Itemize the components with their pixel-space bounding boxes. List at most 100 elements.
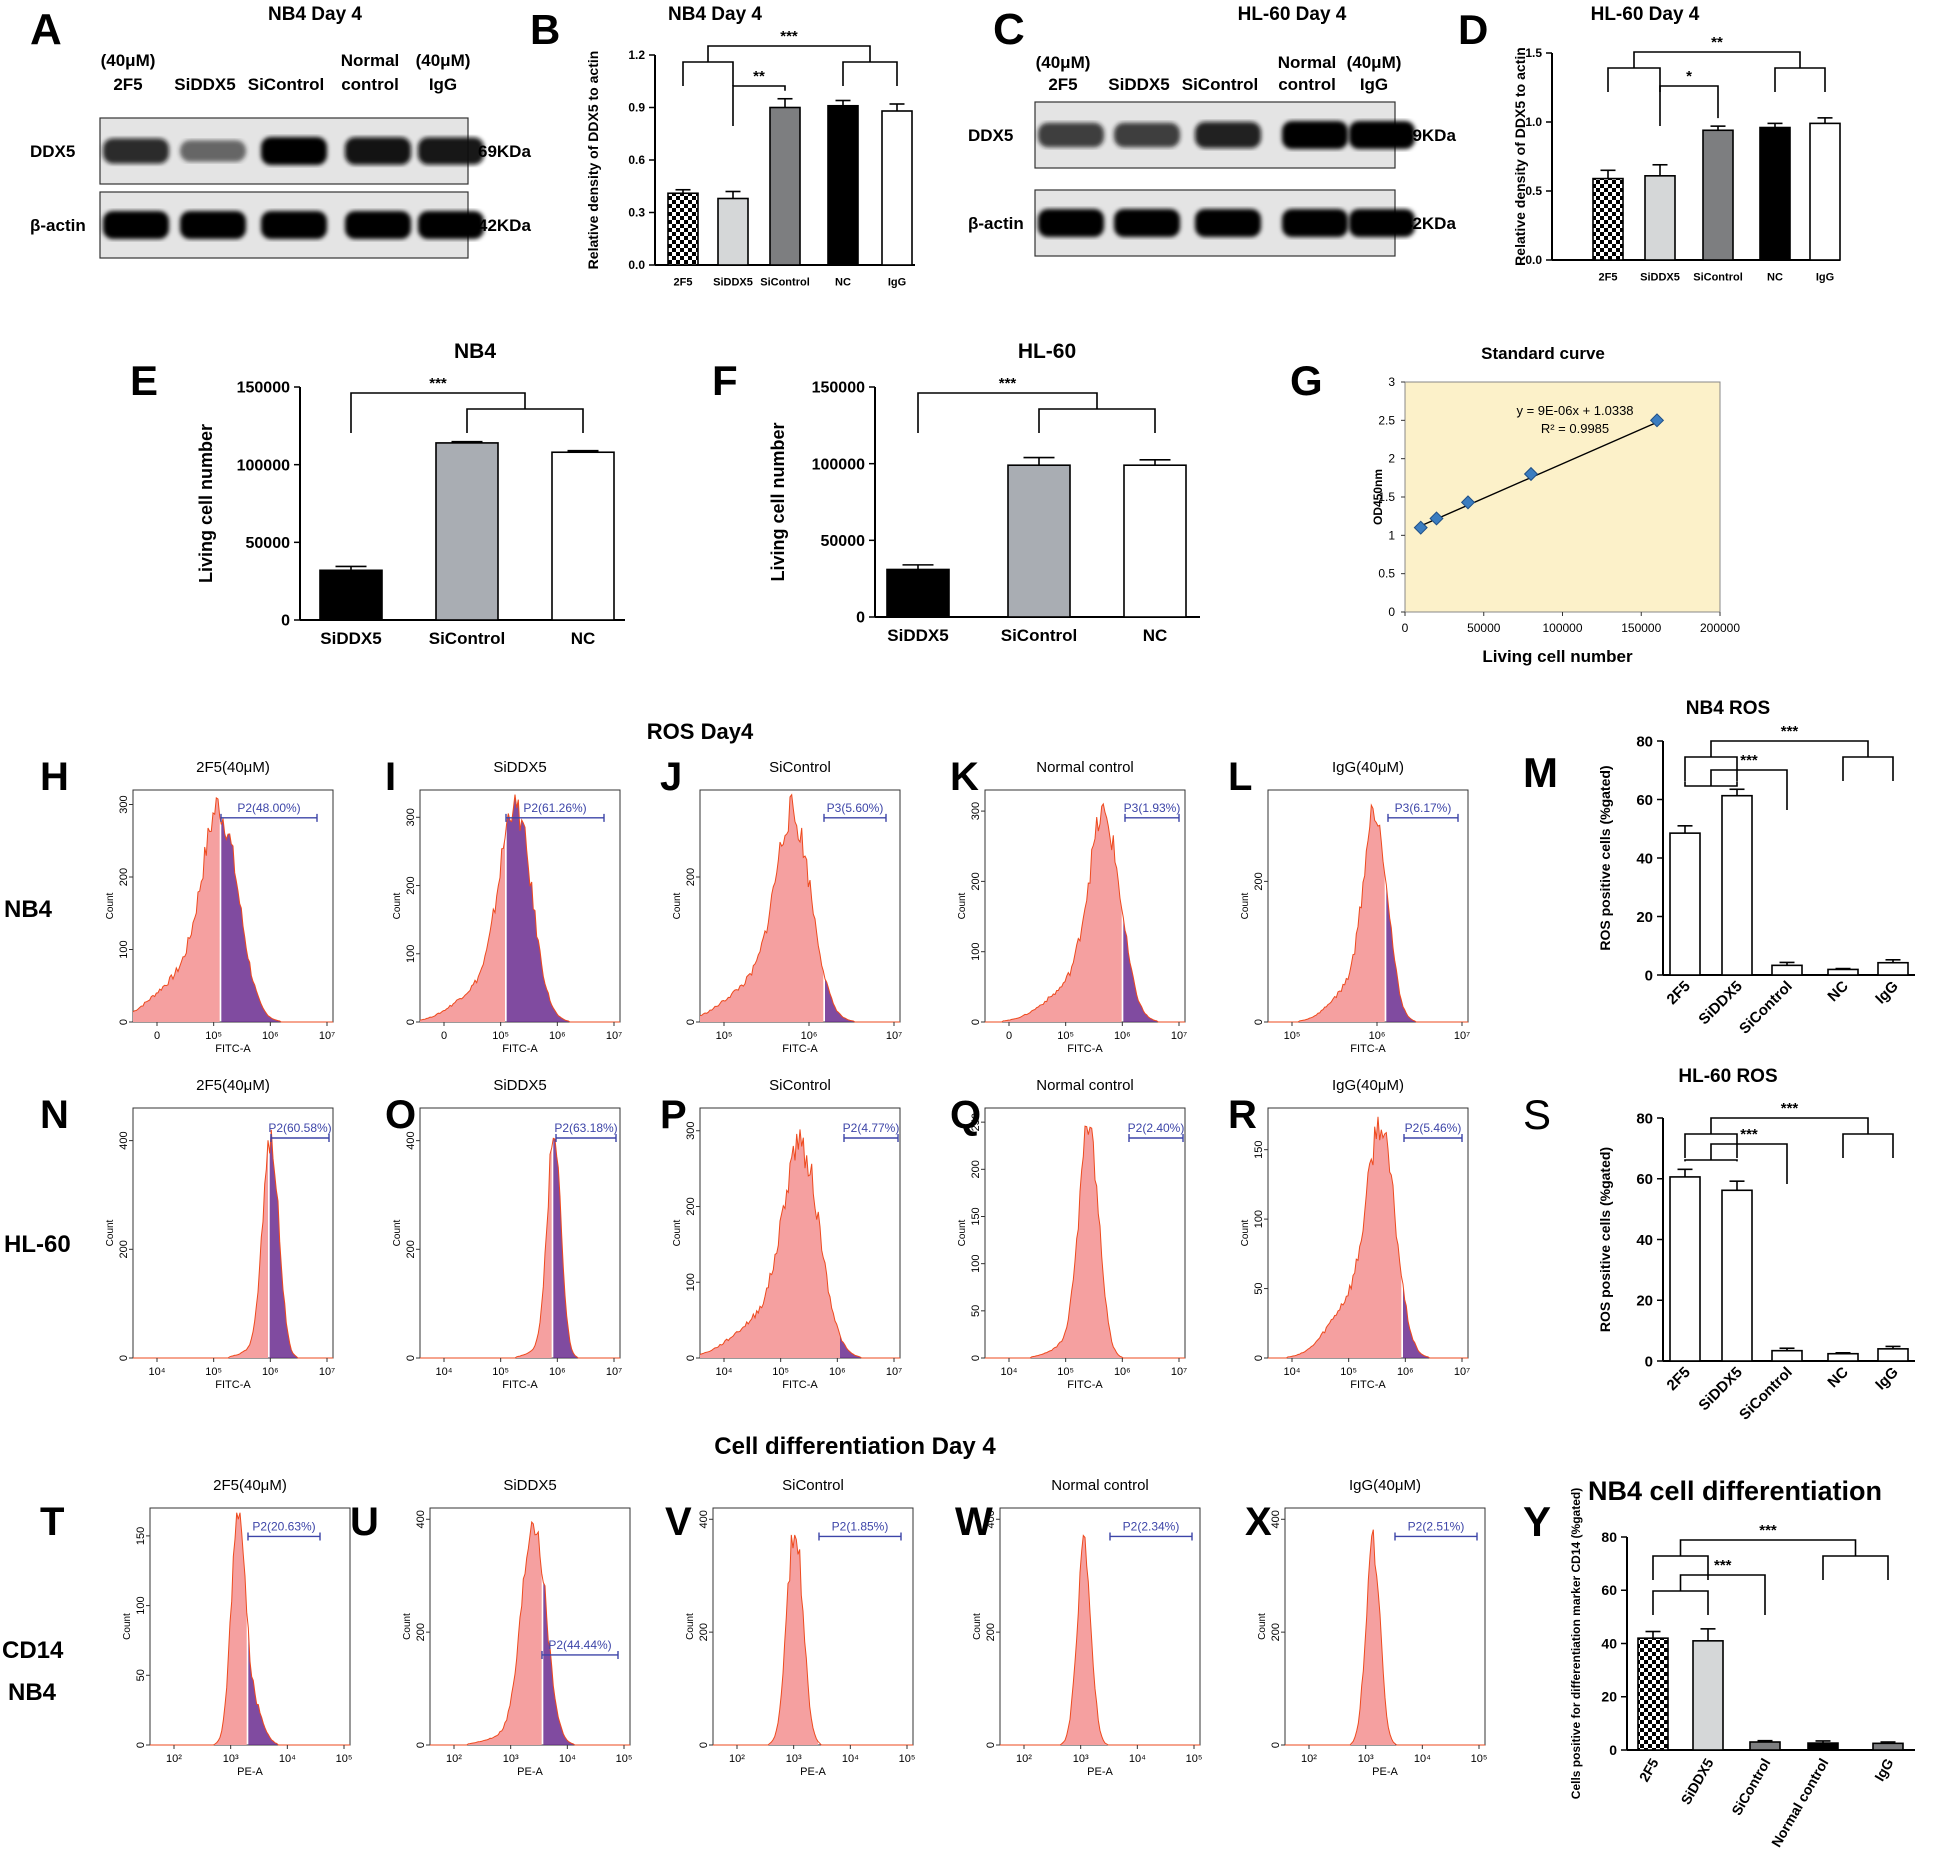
sig-bracket [1710,1143,1788,1184]
y-axis-label: Count [1240,892,1251,919]
bar-igg [881,110,913,266]
gate-label: P2(4.77%) [843,1121,900,1135]
blot-title: NB4 Day 4 [268,4,362,25]
bar-sicontrol [1771,964,1803,976]
x-tick-label: 10⁶ [262,1030,279,1042]
y-tick-label: 1.5 [1378,490,1395,504]
x-axis-label: FITC-A [215,1043,251,1055]
sig-label: *** [1781,723,1799,740]
histogram-gated-fill [553,1138,620,1358]
histogram-R: R IgG(40μM) P2(5.46%) 0 50 100 150 Count 10⁴ 10⁵ 1… [1228,1077,1470,1391]
panel-letter: X [1245,1500,1272,1544]
gate-label: P2(2.40%) [1128,1121,1185,1135]
plot-area [1404,381,1721,613]
histogram-outline [1000,1534,1200,1746]
x-tick-label: SiControl [1736,978,1796,1038]
blot-band [261,211,327,239]
x-tick-label: IgG [1872,1364,1902,1394]
bar-siddx5 [1721,1189,1753,1362]
x-tick-label: 10³ [223,1753,239,1765]
histogram-fill [985,803,1122,1022]
histogram-O: O SiDDX5 P2(63.18%) 0 200 400 Count 10⁴ 10⁵ 10⁶ 10… [385,1077,622,1391]
blot-band [1282,209,1348,237]
gate-marker [843,1134,899,1142]
panel-letter: O [385,1093,416,1137]
plot-frame [999,1507,1201,1746]
sig-bracket [707,45,871,62]
y-tick-label: 100 [135,1596,147,1614]
y-tick-label: 100 [970,943,982,961]
lane-top-label: (40μM) [1347,53,1402,72]
panel-letter: N [40,1093,69,1137]
y-tick-label: 2.5 [1378,413,1395,427]
blot-row-label: β-actin [30,216,86,235]
x-tick-label: 0 [154,1030,160,1042]
x-tick-label: 2F5 [1636,1755,1662,1784]
histogram-fill [713,1534,818,1745]
x-tick-label: 10⁵ [716,1030,733,1042]
blot-row-label: DDX5 [968,126,1013,145]
sig-group-bracket [1607,67,1661,92]
blot-size-label: 42KDa [478,216,531,235]
x-tick-label: 10⁵ [1284,1030,1301,1042]
x-tick-label: 10⁶ [829,1366,846,1378]
chart-title: HL-60 [1018,340,1076,363]
histogram-outline [699,793,900,1023]
bar-igg [1809,122,1841,261]
sig-bracket [1710,740,1869,757]
x-tick-label: 10⁷ [606,1030,622,1042]
y-tick-label: 0 [118,1019,130,1025]
y-tick-label: 20 [1636,909,1653,926]
y-tick-label: 200 [118,868,130,886]
bar-nc [1123,464,1187,618]
panel-letter: T [40,1500,64,1544]
y-tick-label: 0 [685,1019,697,1025]
bar-chart-Y: Y NB4 cell differentiation 0 20 40 60 80 Cells … [1523,1476,1915,1849]
x-tick-label: 10⁵ [899,1753,916,1765]
x-tick-label: 10⁴ [436,1366,453,1378]
x-tick-label: 10⁶ [1114,1030,1131,1042]
bar-igg [1877,1348,1909,1362]
y-tick-label: 0 [1253,1355,1265,1361]
bar-2f5 [1669,832,1701,976]
x-tick-label: 200000 [1700,621,1740,635]
y-tick-label: 400 [118,1131,130,1149]
y-tick-label: 0 [118,1355,130,1361]
x-tick-label: SiControl [1693,272,1743,284]
y-tick-label: 300 [970,802,982,820]
western-blots: A NB4 Day 4 (40μM) 2F5 SiDDX5 SiControl Normal… [30,4,1456,259]
x-tick-label: NC [835,277,851,289]
y-tick-label: 0.5 [1525,184,1542,198]
x-tick-label: 10⁵ [616,1753,633,1765]
histogram-T: T 2F5(40μM) P2(20.63%) 0 50 100 150 Count 10² 10³… [40,1477,352,1778]
x-tick-label: 10⁷ [319,1030,335,1042]
histogram-outline [1285,1529,1485,1746]
panel-letter: I [385,755,396,799]
gate-marker [247,1532,321,1541]
y-tick-label: 0.0 [628,258,645,272]
x-tick-label: SiControl [1728,1756,1773,1819]
histogram-gated-fill [840,1335,900,1358]
y-tick-label: 100000 [812,456,865,473]
x-tick-label: 10⁵ [492,1366,509,1378]
y-tick-label: 250 [970,1113,982,1131]
blot-band [1349,121,1415,149]
x-tick-label: SiControl [760,277,810,289]
bar-nc [1827,968,1859,976]
gate-label: P3(5.60%) [827,801,884,815]
y-axis-label: Count [972,1613,983,1640]
lane-top-label: Normal [1278,53,1337,72]
x-tick-label: 10⁷ [1171,1030,1187,1042]
x-tick-label: 10⁴ [1129,1753,1146,1765]
x-axis-label: FITC-A [782,1043,818,1055]
gate-marker [1403,1134,1463,1142]
panel-letter: B [530,6,560,53]
row-label-cd14: CD14 [2,1637,64,1664]
chart-title: NB4 cell differentiation [1588,1476,1882,1506]
panel-letter: C [993,5,1025,54]
histogram-gated-fill [221,818,333,1022]
y-tick-label: 100 [118,940,130,958]
y-tick-label: 40 [1636,1232,1653,1249]
gate-label: P2(44.44%) [548,1638,611,1652]
x-tick-label: 10⁴ [1284,1366,1301,1378]
